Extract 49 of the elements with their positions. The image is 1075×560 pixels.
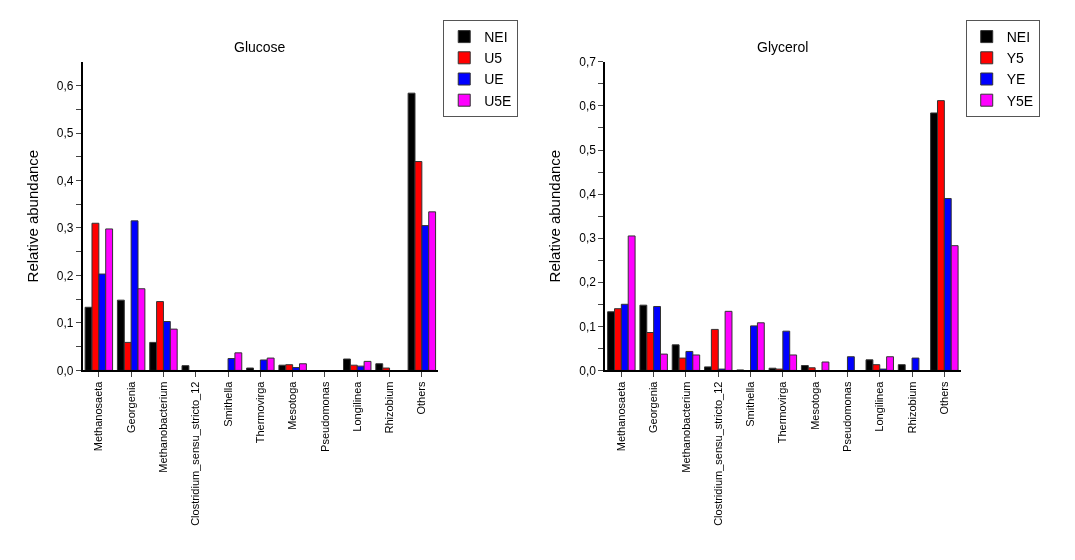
y-tick-label: 0,4 <box>579 187 597 202</box>
legend-label: NEI <box>484 29 508 46</box>
x-tick-label: Smithella <box>221 380 234 427</box>
x-tick-label: Methanosaeta <box>614 380 627 452</box>
x-tick-label: Mesotoga <box>286 380 299 430</box>
legend-label: Y5 <box>1006 50 1025 67</box>
y-tick-label: 0,7 <box>579 55 597 70</box>
x-tick-label: Pseudomonas <box>318 381 331 452</box>
x-tick-label: Others <box>937 381 950 415</box>
chart-title: Glucose <box>234 39 286 55</box>
y-tick-label: 0,1 <box>56 316 74 331</box>
x-tick-label: Longilinea <box>350 380 363 432</box>
x-tick-label: Methanobacterium <box>157 381 170 473</box>
x-tick-label: Smithella <box>744 380 757 427</box>
x-tick-label: Rhizobium <box>383 381 396 434</box>
y-tick-label: 0,0 <box>56 363 74 378</box>
x-tick-label: Methanobacterium <box>679 381 692 473</box>
x-tick-label: Georgenia <box>124 380 137 433</box>
y-tick-label: 0,3 <box>56 221 74 236</box>
y-tick-label: 0,0 <box>579 363 597 378</box>
y-tick-label: 0,3 <box>579 231 597 246</box>
legend-label: NEI <box>1006 29 1031 46</box>
x-tick-label: Mesotoga <box>808 380 821 430</box>
y-tick-label: 0,4 <box>56 173 74 188</box>
legend-label: Y5E <box>1006 92 1034 109</box>
y-tick-label: 0,5 <box>579 143 597 158</box>
x-tick-label: Pseudomonas <box>841 381 854 452</box>
y-axis-title: Relative abundance <box>546 149 564 283</box>
y-tick-label: 0,1 <box>579 319 597 334</box>
x-tick-label: Clostridium_sensu_stricto_12 <box>189 381 202 526</box>
x-tick-label: Rhizobium <box>905 381 918 434</box>
legend-label: U5E <box>484 92 512 109</box>
x-tick-label: Longilinea <box>873 380 886 432</box>
y-axis-title: Relative abundance <box>23 149 41 283</box>
legend-label: UE <box>484 71 504 88</box>
legend-label: YE <box>1006 71 1026 88</box>
legend-label: U5 <box>484 50 503 67</box>
y-tick-label: 0,2 <box>579 275 597 290</box>
x-tick-label: Clostridium_sensu_stricto_12 <box>711 381 724 526</box>
x-tick-label: Georgenia <box>647 380 660 433</box>
y-tick-label: 0,6 <box>56 78 74 93</box>
chart-title: Glycerol <box>757 39 809 55</box>
x-tick-label: Others <box>415 381 428 415</box>
y-tick-label: 0,6 <box>579 99 597 114</box>
y-tick-label: 0,5 <box>56 126 74 141</box>
y-tick-label: 0,2 <box>56 268 74 283</box>
x-tick-label: Methanosaeta <box>92 380 105 452</box>
x-tick-label: Thermovirga <box>253 380 266 444</box>
x-tick-label: Thermovirga <box>776 380 789 444</box>
